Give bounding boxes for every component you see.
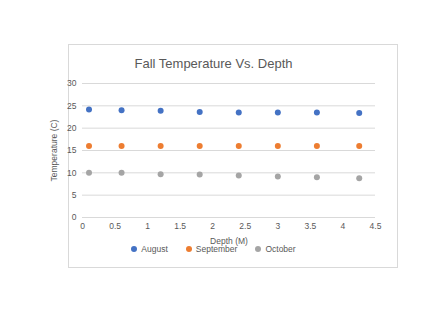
html-text:October: October: [265, 244, 296, 254]
svg-text:Depth (M): Depth (M): [210, 235, 248, 246]
svg-text:10: 10: [67, 168, 77, 178]
svg-text:20: 20: [67, 123, 77, 133]
svg-text:3: 3: [275, 221, 280, 231]
svg-text:4.5: 4.5: [370, 221, 382, 231]
svg-text:Temperature (C): Temperature (C): [49, 119, 59, 181]
svg-text:0: 0: [72, 212, 77, 222]
svg-text:15: 15: [67, 145, 77, 155]
svg-text:0.5: 0.5: [109, 221, 121, 231]
svg-text:1.5: 1.5: [174, 221, 186, 231]
svg-text:2.5: 2.5: [239, 221, 251, 231]
svg-text:25: 25: [67, 101, 77, 111]
html-text:September: September: [195, 244, 238, 254]
html-text:August: August: [141, 244, 168, 254]
svg-text:4: 4: [341, 221, 346, 231]
svg-text:5: 5: [72, 190, 77, 200]
svg-text:30: 30: [67, 78, 77, 88]
svg-text:1: 1: [145, 221, 150, 231]
html-text:Fall Temperature Vs. Depth: Fall Temperature Vs. Depth: [134, 56, 293, 71]
svg-text:2: 2: [210, 221, 215, 231]
svg-text:3.5: 3.5: [304, 221, 316, 231]
svg-text:0: 0: [80, 221, 85, 231]
